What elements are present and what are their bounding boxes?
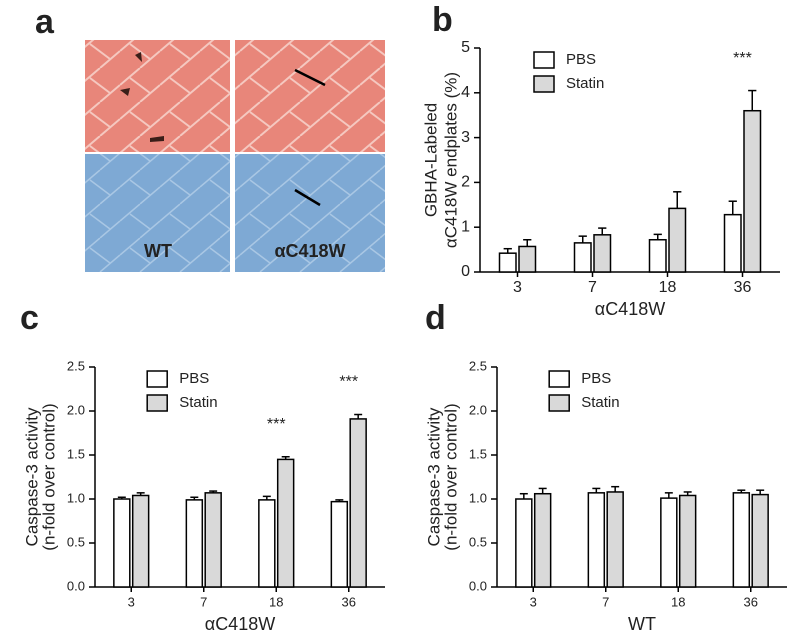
y-tick-label: 1.5 [469, 446, 487, 461]
y-axis-label: αC418W endplates (%) [441, 72, 460, 248]
y-tick-label: 2 [461, 174, 470, 191]
y-tick-label: 0.0 [469, 578, 487, 593]
legend-label: Statin [566, 75, 604, 92]
legend-swatch [548, 394, 570, 412]
y-tick-label: 0.0 [67, 578, 85, 593]
legend-label: PBS [581, 370, 611, 387]
legend-label: PBS [566, 51, 596, 68]
legend-swatch [146, 370, 168, 388]
bar [349, 418, 367, 588]
image-stain-wt [85, 154, 230, 272]
x-tick-label: 3 [128, 594, 135, 609]
legend-label: Statin [179, 394, 217, 411]
bar [330, 500, 349, 588]
bar [131, 494, 150, 588]
y-tick-label: 2.0 [469, 402, 487, 417]
bar [606, 491, 624, 588]
y-tick-label: 1.5 [67, 446, 85, 461]
y-tick-label: 5 [461, 39, 470, 56]
bar [515, 498, 533, 588]
y-tick-label: 2.5 [67, 358, 85, 373]
y-tick-label: 4 [461, 84, 470, 101]
bar [751, 493, 769, 588]
arrow [294, 188, 321, 207]
x-tick-label: 3 [530, 594, 537, 609]
x-tick-label: 3 [513, 279, 522, 296]
x-tick-label: 18 [659, 279, 677, 296]
y-tick-label: 2.0 [67, 402, 85, 417]
bar [113, 498, 131, 588]
bar [204, 492, 222, 588]
y-axis-label: (n-fold over control) [441, 403, 460, 550]
significance-label: *** [339, 374, 358, 391]
x-tick-label: 36 [342, 594, 356, 609]
bar [743, 109, 762, 273]
y-tick-label: 3 [461, 129, 470, 146]
image-caption: αC418W [274, 241, 345, 261]
bar [573, 242, 592, 273]
bar [593, 234, 612, 273]
y-tick-label: 0.5 [67, 534, 85, 549]
y-tick-label: 1.0 [67, 490, 85, 505]
legend-swatch [548, 370, 570, 388]
bar [732, 492, 751, 588]
x-tick-label: 7 [602, 594, 609, 609]
bar [185, 499, 204, 588]
bar [498, 252, 517, 273]
arrow [294, 68, 326, 87]
x-tick-label: 36 [734, 279, 752, 296]
y-tick-label: 0 [461, 263, 470, 280]
x-tick-label: 18 [671, 594, 685, 609]
legend-label: Statin [581, 394, 619, 411]
image-he-wt [85, 40, 230, 152]
y-tick-label: 2.5 [469, 358, 487, 373]
x-tick-label: 7 [200, 594, 207, 609]
panel-letter: d [425, 299, 446, 337]
legend-swatch [533, 75, 555, 93]
bar [258, 499, 276, 588]
bar [648, 238, 667, 273]
bar [660, 497, 678, 588]
image-stain-mutant [235, 154, 385, 272]
y-tick-label: 0.5 [469, 534, 487, 549]
y-tick-label: 1 [461, 218, 470, 235]
x-tick-label: 18 [269, 594, 283, 609]
significance-label: *** [267, 416, 286, 433]
significance-label: *** [733, 50, 752, 67]
bar [668, 207, 687, 273]
image-he-mutant [235, 40, 385, 152]
y-tick-label: 1.0 [469, 490, 487, 505]
x-tick-label: 36 [744, 594, 758, 609]
bar [723, 213, 742, 273]
legend-label: PBS [179, 370, 209, 387]
image-caption: WT [144, 241, 172, 261]
y-axis-label: Caspase-3 activity [424, 407, 443, 546]
x-tick-label: 7 [588, 279, 597, 296]
y-axis-label: Caspase-3 activity [22, 407, 41, 546]
bar [587, 492, 606, 588]
x-axis-label: WT [628, 614, 656, 634]
panel-letter: c [20, 299, 39, 337]
bar [678, 494, 697, 588]
panel-letter: a [35, 3, 55, 41]
x-axis-label: αC418W [205, 614, 275, 634]
legend-swatch [146, 394, 168, 412]
x-axis-label: αC418W [595, 299, 665, 319]
bar [533, 492, 552, 588]
y-axis-label: GBHA-Labeled [421, 103, 440, 217]
panel-letter: b [432, 1, 453, 39]
bar [518, 245, 537, 273]
legend-swatch [533, 51, 555, 69]
bar [276, 458, 295, 588]
y-axis-label: (n-fold over control) [39, 403, 58, 550]
